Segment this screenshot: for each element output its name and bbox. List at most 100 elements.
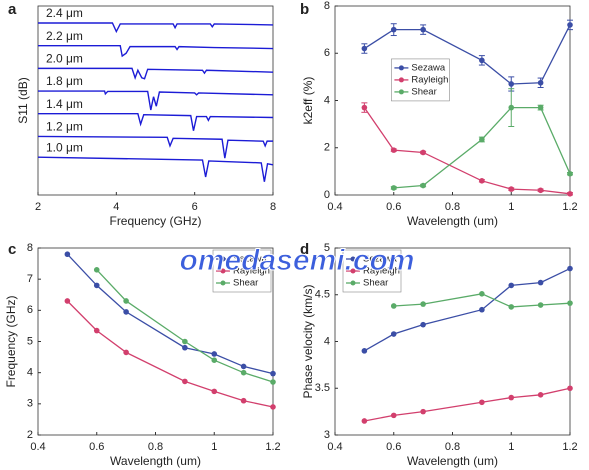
x-tick-label: 1.2	[562, 201, 577, 213]
marker	[93, 267, 100, 273]
marker	[361, 45, 368, 52]
marker	[182, 338, 188, 345]
y-tick-label: 4	[324, 94, 330, 106]
legend-marker	[350, 256, 356, 262]
x-tick-label: 0.8	[445, 441, 460, 453]
marker	[64, 298, 71, 304]
marker	[567, 170, 573, 177]
panel-label: b	[300, 1, 309, 18]
series-label: 1.8 μm	[46, 74, 83, 88]
x-axis-label: Wavelength (um)	[407, 214, 498, 228]
marker	[537, 104, 544, 111]
marker	[123, 309, 129, 315]
x-tick-label: 6	[192, 201, 198, 213]
marker	[508, 104, 515, 111]
x-tick-label: 1	[508, 201, 514, 213]
marker	[93, 282, 100, 289]
y-tick-label: 2	[27, 429, 33, 441]
marker	[420, 182, 426, 189]
y-tick-label: 7	[27, 273, 33, 285]
y-tick-label: 3	[324, 429, 330, 441]
marker	[182, 378, 188, 385]
x-tick-label: 0.8	[148, 441, 163, 453]
y-tick-label: 8	[27, 242, 33, 254]
y-tick-label: 4	[324, 335, 330, 347]
marker	[420, 149, 426, 156]
plot-frame	[37, 5, 274, 196]
marker	[479, 399, 485, 406]
marker	[508, 394, 515, 401]
series-line	[393, 106, 571, 189]
marker	[420, 321, 426, 328]
x-tick-label: 1	[508, 441, 514, 453]
y-tick-label: 5	[27, 335, 33, 347]
panel-label: d	[300, 241, 309, 258]
marker	[567, 191, 573, 197]
marker	[211, 388, 218, 395]
x-tick-label: 1.2	[562, 441, 577, 453]
marker	[211, 351, 218, 357]
series-line	[393, 293, 571, 308]
marker	[123, 349, 129, 356]
y-tick-label: 3	[27, 398, 33, 410]
marker	[508, 282, 515, 289]
series-line	[37, 156, 274, 182]
legend-marker	[220, 280, 226, 286]
series-label: 1.4 μm	[46, 97, 83, 111]
x-axis-label: Wavelength (um)	[407, 454, 498, 468]
y-tick-label: 4	[27, 367, 33, 379]
marker	[508, 81, 515, 87]
legend-label: Rayleigh	[411, 74, 448, 85]
legend-marker	[220, 256, 226, 262]
marker	[390, 185, 397, 191]
series-label: 2.0 μm	[46, 52, 83, 66]
x-tick-label: 0.6	[386, 201, 401, 213]
marker	[390, 147, 397, 153]
x-tick-label: 2	[35, 201, 41, 213]
series-line	[37, 135, 273, 159]
marker	[508, 186, 515, 192]
x-tick-label: 0.4	[327, 201, 342, 213]
marker	[420, 408, 426, 415]
marker	[567, 300, 573, 306]
x-tick-label: 8	[270, 201, 276, 213]
marker	[240, 397, 247, 404]
marker	[537, 187, 544, 194]
x-tick-label: 4	[113, 201, 119, 213]
marker	[211, 357, 218, 364]
legend-marker	[398, 65, 404, 71]
series-label: 2.4 μm	[46, 6, 83, 20]
x-tick-label: 0.8	[445, 201, 460, 213]
series-label: 1.2 μm	[46, 120, 83, 134]
marker	[390, 331, 397, 337]
series-line	[66, 300, 274, 408]
legend-marker	[350, 280, 356, 286]
marker	[537, 279, 544, 286]
legend-marker	[350, 268, 356, 274]
y-tick-label: 5	[324, 242, 330, 254]
legend-marker	[398, 89, 404, 95]
legend-label: Shear	[233, 278, 258, 289]
marker	[361, 348, 368, 354]
series-line	[38, 44, 274, 58]
panel-label: c	[8, 241, 16, 258]
y-tick-label: 4.5	[315, 289, 330, 301]
marker	[567, 385, 573, 392]
marker	[537, 391, 544, 398]
y-axis-label: k2eff (%)	[301, 77, 315, 125]
marker	[537, 302, 544, 308]
marker	[361, 104, 368, 111]
y-tick-label: 8	[324, 0, 330, 12]
series-line	[38, 90, 274, 111]
legend-label: Rayleigh	[233, 266, 270, 277]
x-axis-label: Wavelength (um)	[110, 454, 201, 468]
marker	[182, 344, 188, 351]
y-tick-label: 6	[27, 304, 33, 316]
legend-label: Sezawa	[363, 254, 398, 265]
marker	[537, 79, 544, 86]
series-label: 1.0 μm	[46, 140, 83, 154]
marker	[479, 57, 485, 64]
